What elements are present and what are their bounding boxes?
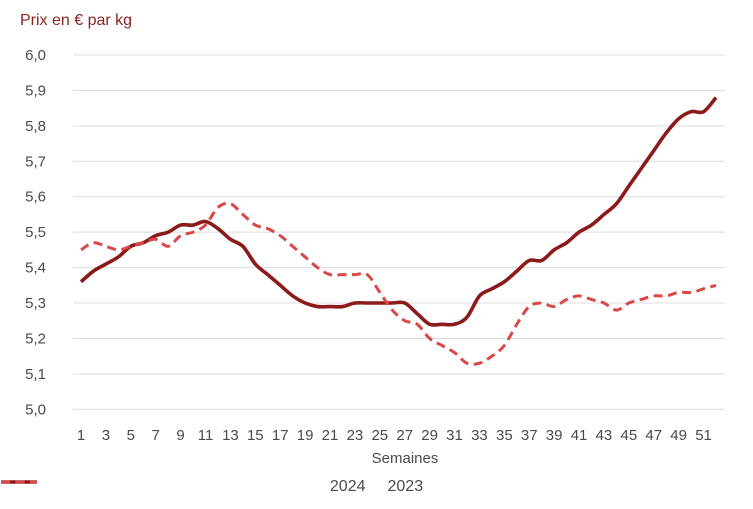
y-tick-label: 5,5 [25, 224, 46, 241]
x-tick-label: 19 [297, 427, 314, 444]
x-tick-label: 33 [471, 427, 488, 444]
x-tick-label: 1 [77, 427, 85, 444]
y-tick-label: 5,3 [25, 295, 46, 312]
x-tick-label: 45 [620, 427, 637, 444]
legend-label-2024: 2024 [329, 478, 366, 495]
y-tick-label: 6,0 [25, 47, 46, 64]
y-tick-label: 5,8 [25, 118, 46, 135]
x-tick-label: 17 [272, 427, 289, 444]
x-tick-label: 39 [546, 427, 563, 444]
x-tick-label: 43 [596, 427, 613, 444]
x-tick-label: 5 [127, 427, 135, 444]
y-tick-label: 5,1 [25, 366, 46, 383]
x-tick-label: 41 [571, 427, 588, 444]
y-tick-label: 5,9 [25, 82, 46, 99]
y-tick-label: 5,4 [25, 260, 46, 277]
legend-item-2024: 2024 [1, 478, 366, 496]
x-tick-label: 51 [695, 427, 712, 444]
x-axis-title: Semaines [372, 450, 439, 467]
x-tick-label: 7 [152, 427, 160, 444]
x-tick-label: 27 [396, 427, 413, 444]
legend-dashed-line-sample [1, 480, 37, 484]
x-tick-label: 49 [670, 427, 687, 444]
y-tick-label: 5,6 [25, 189, 46, 206]
x-tick-label: 11 [198, 427, 214, 444]
x-tick-label: 15 [247, 427, 264, 444]
x-tick-label: 47 [645, 427, 662, 444]
x-tick-label: 29 [421, 427, 438, 444]
x-tick-label: 21 [322, 427, 339, 444]
y-tick-label: 5,7 [25, 153, 46, 170]
chart-legend: 2024 2023 [0, 478, 753, 496]
x-tick-label: 9 [176, 427, 184, 444]
y-tick-label: 5,2 [25, 330, 46, 347]
series-line-2024 [79, 96, 718, 327]
x-tick-label: 13 [222, 427, 239, 444]
x-tick-label: 35 [496, 427, 513, 444]
y-tick-label: 5,0 [25, 401, 46, 418]
series-line-2023 [80, 201, 717, 366]
x-tick-label: 23 [347, 427, 364, 444]
x-tick-label: 25 [371, 427, 388, 444]
x-tick-label: 37 [521, 427, 538, 444]
x-tick-label: 31 [446, 427, 463, 444]
legend-label-2023: 2023 [387, 478, 424, 495]
x-tick-label: 3 [102, 427, 110, 444]
legend-item-2023: 2023 [1, 478, 424, 496]
chart-title: Prix en € par kg [20, 12, 133, 29]
